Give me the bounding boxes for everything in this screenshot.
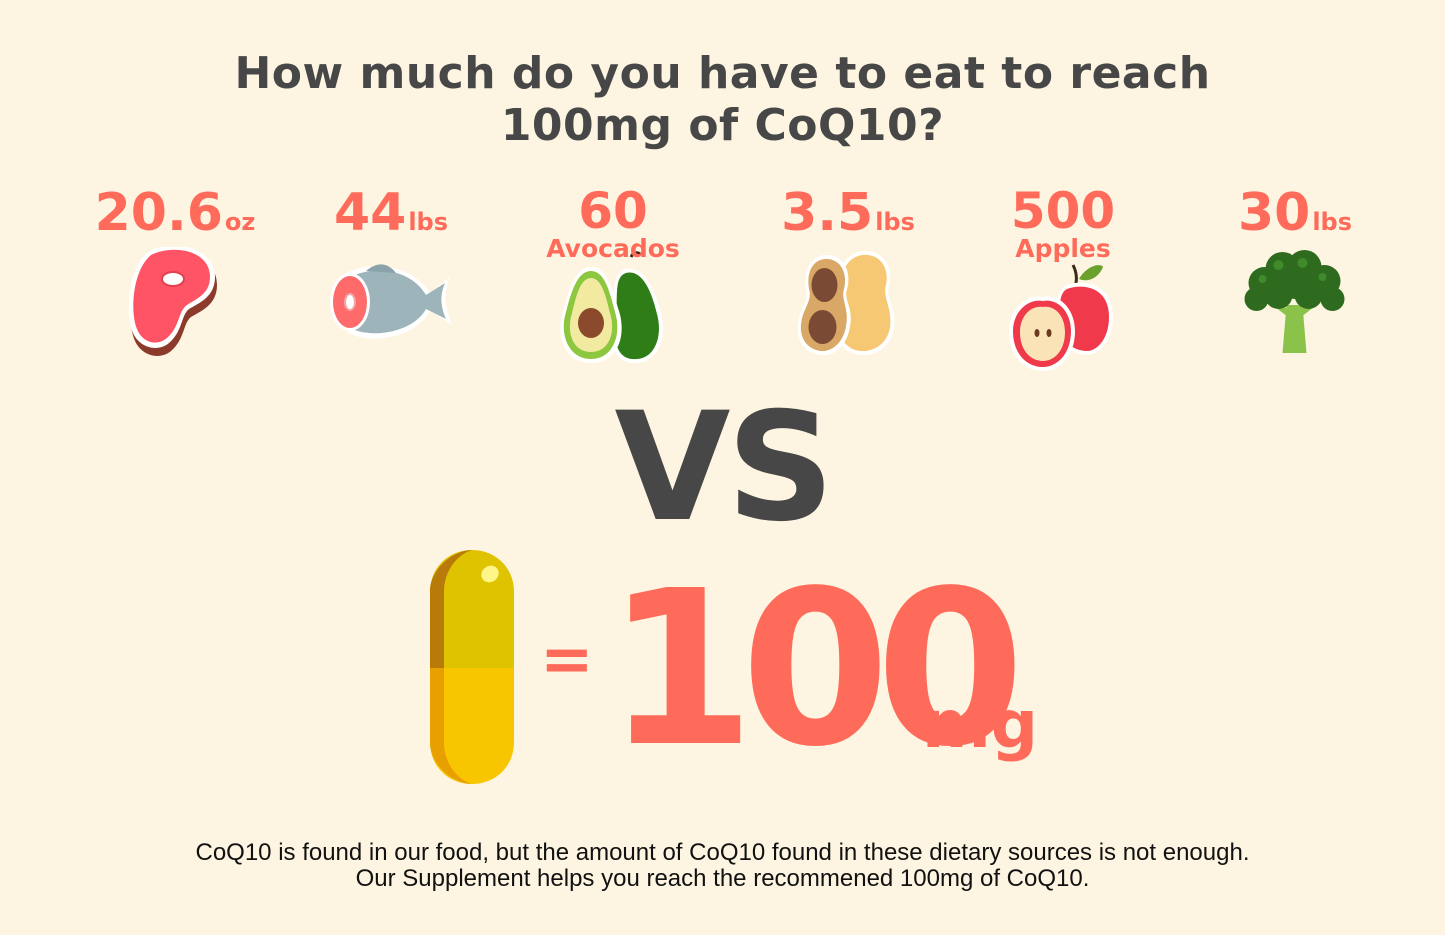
vs-label: VS bbox=[614, 381, 834, 555]
footer-text: CoQ10 is found in our food, but the amou… bbox=[0, 840, 1445, 892]
avocado-icon bbox=[560, 251, 663, 364]
apple-icon bbox=[1009, 264, 1113, 371]
food-amount-unit: lbs bbox=[408, 208, 449, 236]
food-amount: 500 Apples bbox=[948, 185, 1178, 261]
title-line-1: How much do you have to eat to reach bbox=[234, 48, 1211, 99]
food-amount-value: 20.6 bbox=[94, 183, 223, 243]
peanut-icon bbox=[797, 250, 895, 356]
food-amount-unit: oz bbox=[224, 208, 256, 236]
food-item-fish: 44lbs bbox=[276, 185, 506, 385]
food-amount-unit: lbs bbox=[1312, 208, 1353, 236]
fish-icon bbox=[330, 264, 452, 339]
broccoli-icon bbox=[1244, 250, 1345, 353]
food-item-broccoli: 30lbs bbox=[1180, 185, 1410, 385]
food-item-steak: 20.6oz bbox=[60, 185, 290, 385]
food-amount-unit: Avocados bbox=[546, 234, 680, 263]
footer-line-2: Our Supplement helps you reach the recom… bbox=[355, 865, 1090, 892]
dosage-unit: mg bbox=[922, 686, 1039, 763]
dosage-value: 100 bbox=[606, 545, 1025, 794]
food-amount-unit: Apples bbox=[1015, 234, 1111, 263]
food-amount: 20.6oz bbox=[60, 185, 290, 241]
food-amount-value: 60 bbox=[578, 182, 648, 240]
food-amount-value: 30 bbox=[1237, 183, 1311, 243]
food-amount-value: 3.5 bbox=[781, 183, 874, 243]
food-amount: 44lbs bbox=[276, 185, 506, 241]
food-item-peanut: 3.5lbs bbox=[733, 185, 963, 385]
food-item-avocado: 60 Avocados bbox=[498, 185, 728, 385]
title-line-2: 100mg of CoQ10? bbox=[500, 100, 945, 151]
food-amount: 3.5lbs bbox=[733, 185, 963, 241]
food-amount-value: 500 bbox=[1010, 182, 1116, 240]
page-title: How much do you have to eat to reach 100… bbox=[0, 48, 1445, 152]
food-item-apple: 500 Apples bbox=[948, 185, 1178, 385]
footer-line-1: CoQ10 is found in our food, but the amou… bbox=[195, 839, 1250, 866]
equals-sign: = bbox=[540, 623, 594, 697]
food-amount-value: 44 bbox=[333, 183, 407, 243]
capsule-icon bbox=[430, 550, 514, 784]
food-amount-unit: lbs bbox=[875, 208, 915, 236]
food-amount: 60 Avocados bbox=[498, 185, 728, 261]
food-amount: 30lbs bbox=[1180, 185, 1410, 241]
steak-icon bbox=[128, 247, 217, 356]
